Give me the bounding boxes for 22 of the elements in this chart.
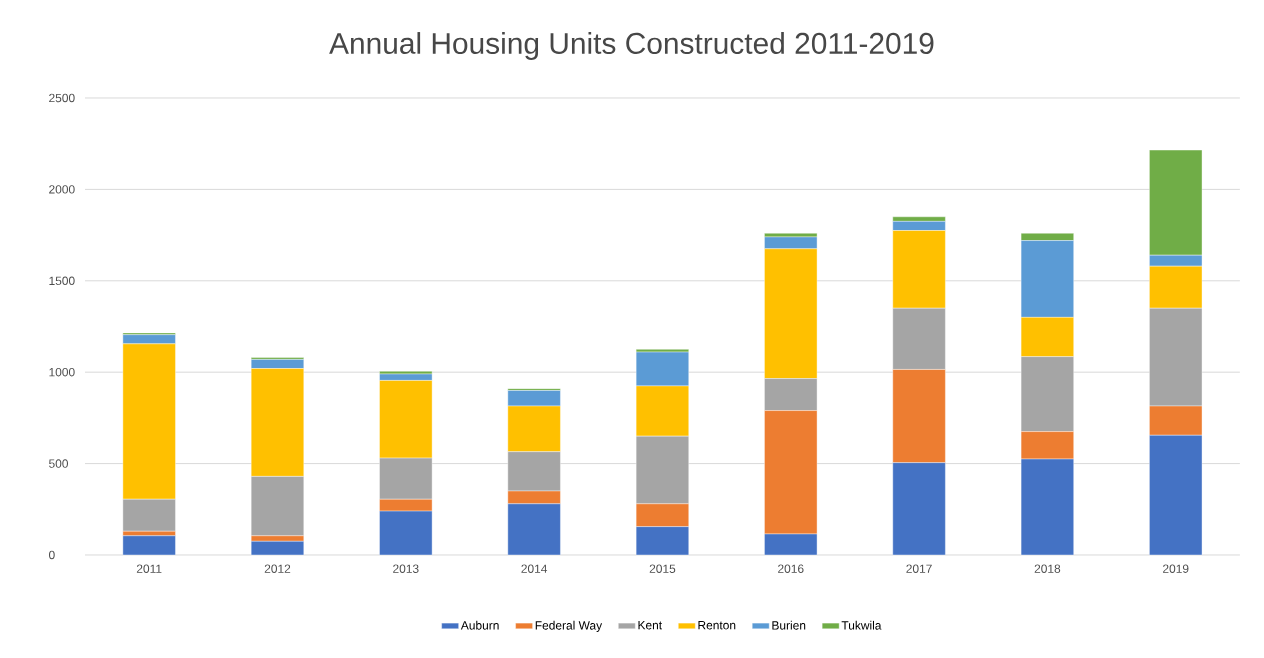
- x-tick-label: 2011: [136, 564, 162, 573]
- x-tick-label: 2015: [649, 564, 676, 573]
- legend-label: Federal Way: [535, 620, 603, 633]
- y-tick-label: 500: [49, 459, 69, 468]
- legend-label: Renton: [698, 621, 736, 630]
- legend-label: Kent: [638, 621, 662, 630]
- legend-label: Auburn: [460, 620, 499, 630]
- x-tick-label: 2018: [1034, 564, 1061, 573]
- y-tick-label: 1500: [49, 276, 75, 286]
- x-tick-label: 2012: [264, 564, 291, 573]
- y-tick-label: 0: [49, 550, 55, 560]
- y-tick-label: 1000: [49, 367, 75, 377]
- y-tick-label: 2500: [49, 93, 75, 103]
- x-tick-label: 2014: [521, 564, 548, 573]
- chart-title: Annual Housing Units Constructed 2011-2019: [329, 32, 934, 60]
- legend-label: Tukwila: [841, 620, 882, 630]
- x-tick-label: 2016: [778, 564, 804, 573]
- legend-label: Burien: [772, 620, 806, 630]
- x-tick-label: 2017: [906, 564, 932, 573]
- x-tick-label: 2013: [393, 564, 419, 573]
- y-tick-label: 2000: [49, 185, 75, 194]
- x-tick-label: 2019: [1163, 564, 1189, 573]
